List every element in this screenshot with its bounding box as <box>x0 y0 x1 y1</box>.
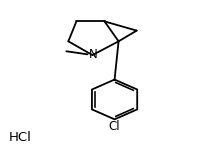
Text: HCl: HCl <box>9 131 31 144</box>
Text: N: N <box>89 48 97 61</box>
Text: Cl: Cl <box>108 120 120 133</box>
